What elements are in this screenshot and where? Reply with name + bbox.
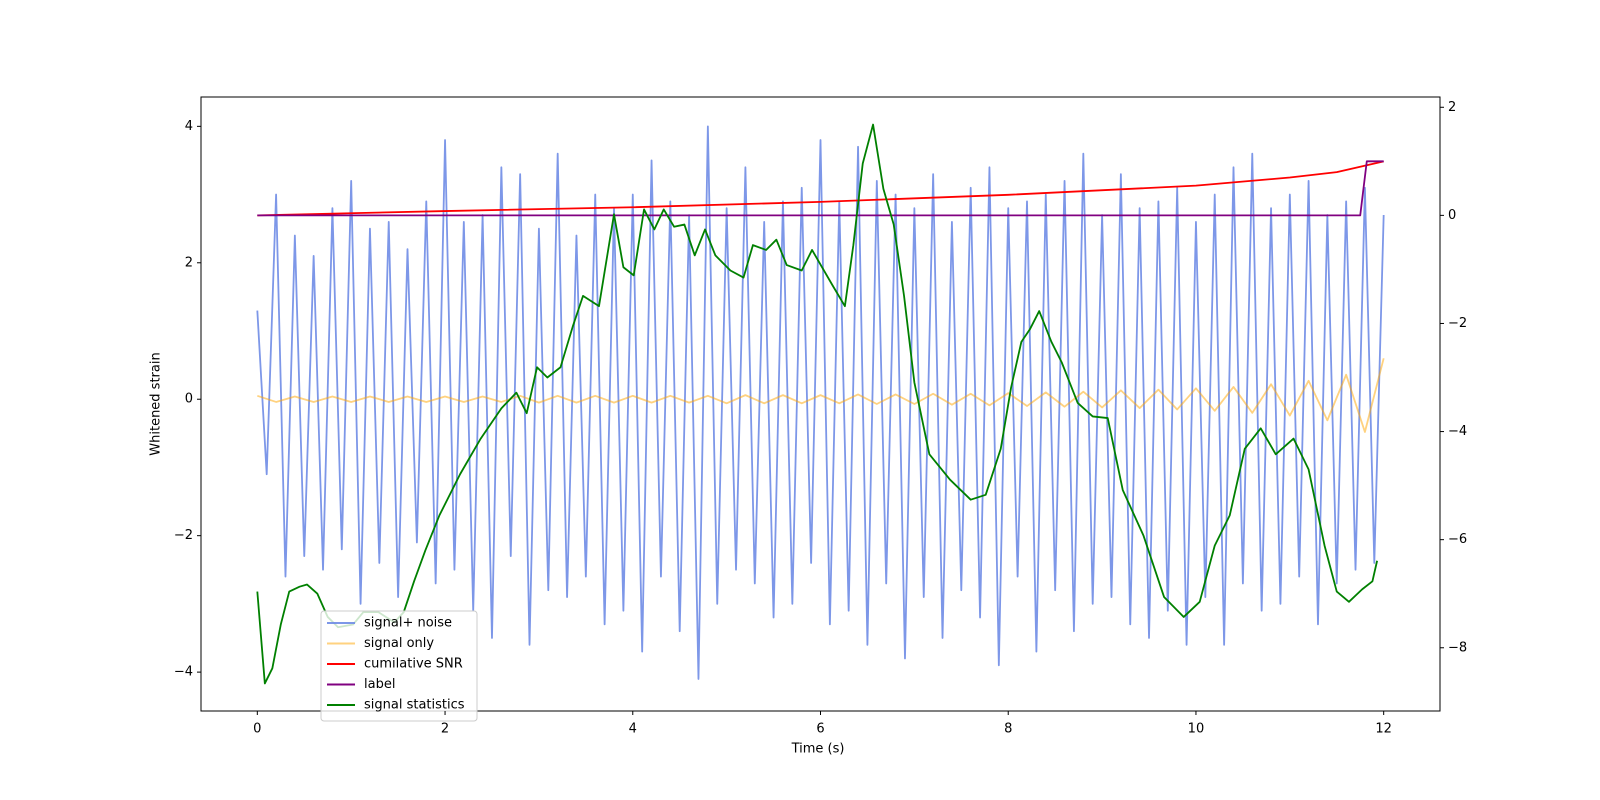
x-tick-label: 8 xyxy=(1004,722,1012,737)
y-axis-label: Whitened strain xyxy=(149,352,164,455)
y2-tick-label: −6 xyxy=(1448,532,1467,547)
y2-tick-label: −8 xyxy=(1448,640,1467,655)
x-tick-label: 4 xyxy=(629,722,637,737)
y-tick-label: 0 xyxy=(185,392,193,407)
y2-tick-label: 2 xyxy=(1448,100,1456,115)
legend-label: signal statistics xyxy=(364,698,465,713)
y-tick-label: 4 xyxy=(185,119,193,134)
x-tick-label: 12 xyxy=(1375,722,1392,737)
legend-label: label xyxy=(364,677,395,692)
x-tick-label: 0 xyxy=(253,722,261,737)
x-axis-label: Time (s) xyxy=(791,742,845,757)
legend-label: cumilative SNR xyxy=(364,657,463,672)
x-tick-label: 2 xyxy=(441,722,449,737)
series-line xyxy=(257,160,1384,217)
y2-tick-label: −2 xyxy=(1448,316,1467,331)
series-line xyxy=(257,160,1384,217)
series-line xyxy=(257,358,1385,433)
y-tick-label: −2 xyxy=(174,528,193,543)
x-tick-label: 6 xyxy=(816,722,824,737)
y2-tick-label: 0 xyxy=(1448,208,1456,223)
plot-area xyxy=(256,123,1385,685)
legend-label: signal only xyxy=(364,636,434,651)
y-tick-label: −4 xyxy=(174,665,193,680)
y2-tick-label: −4 xyxy=(1448,424,1467,439)
legend-label: signal+ noise xyxy=(364,616,452,631)
series-line xyxy=(256,125,1385,680)
y-tick-label: 2 xyxy=(185,255,193,270)
legend: signal+ noise signal only cumilative SNR la… xyxy=(320,610,478,722)
series-line xyxy=(256,123,1378,685)
legend-box xyxy=(320,610,478,722)
x-tick-label: 10 xyxy=(1188,722,1205,737)
